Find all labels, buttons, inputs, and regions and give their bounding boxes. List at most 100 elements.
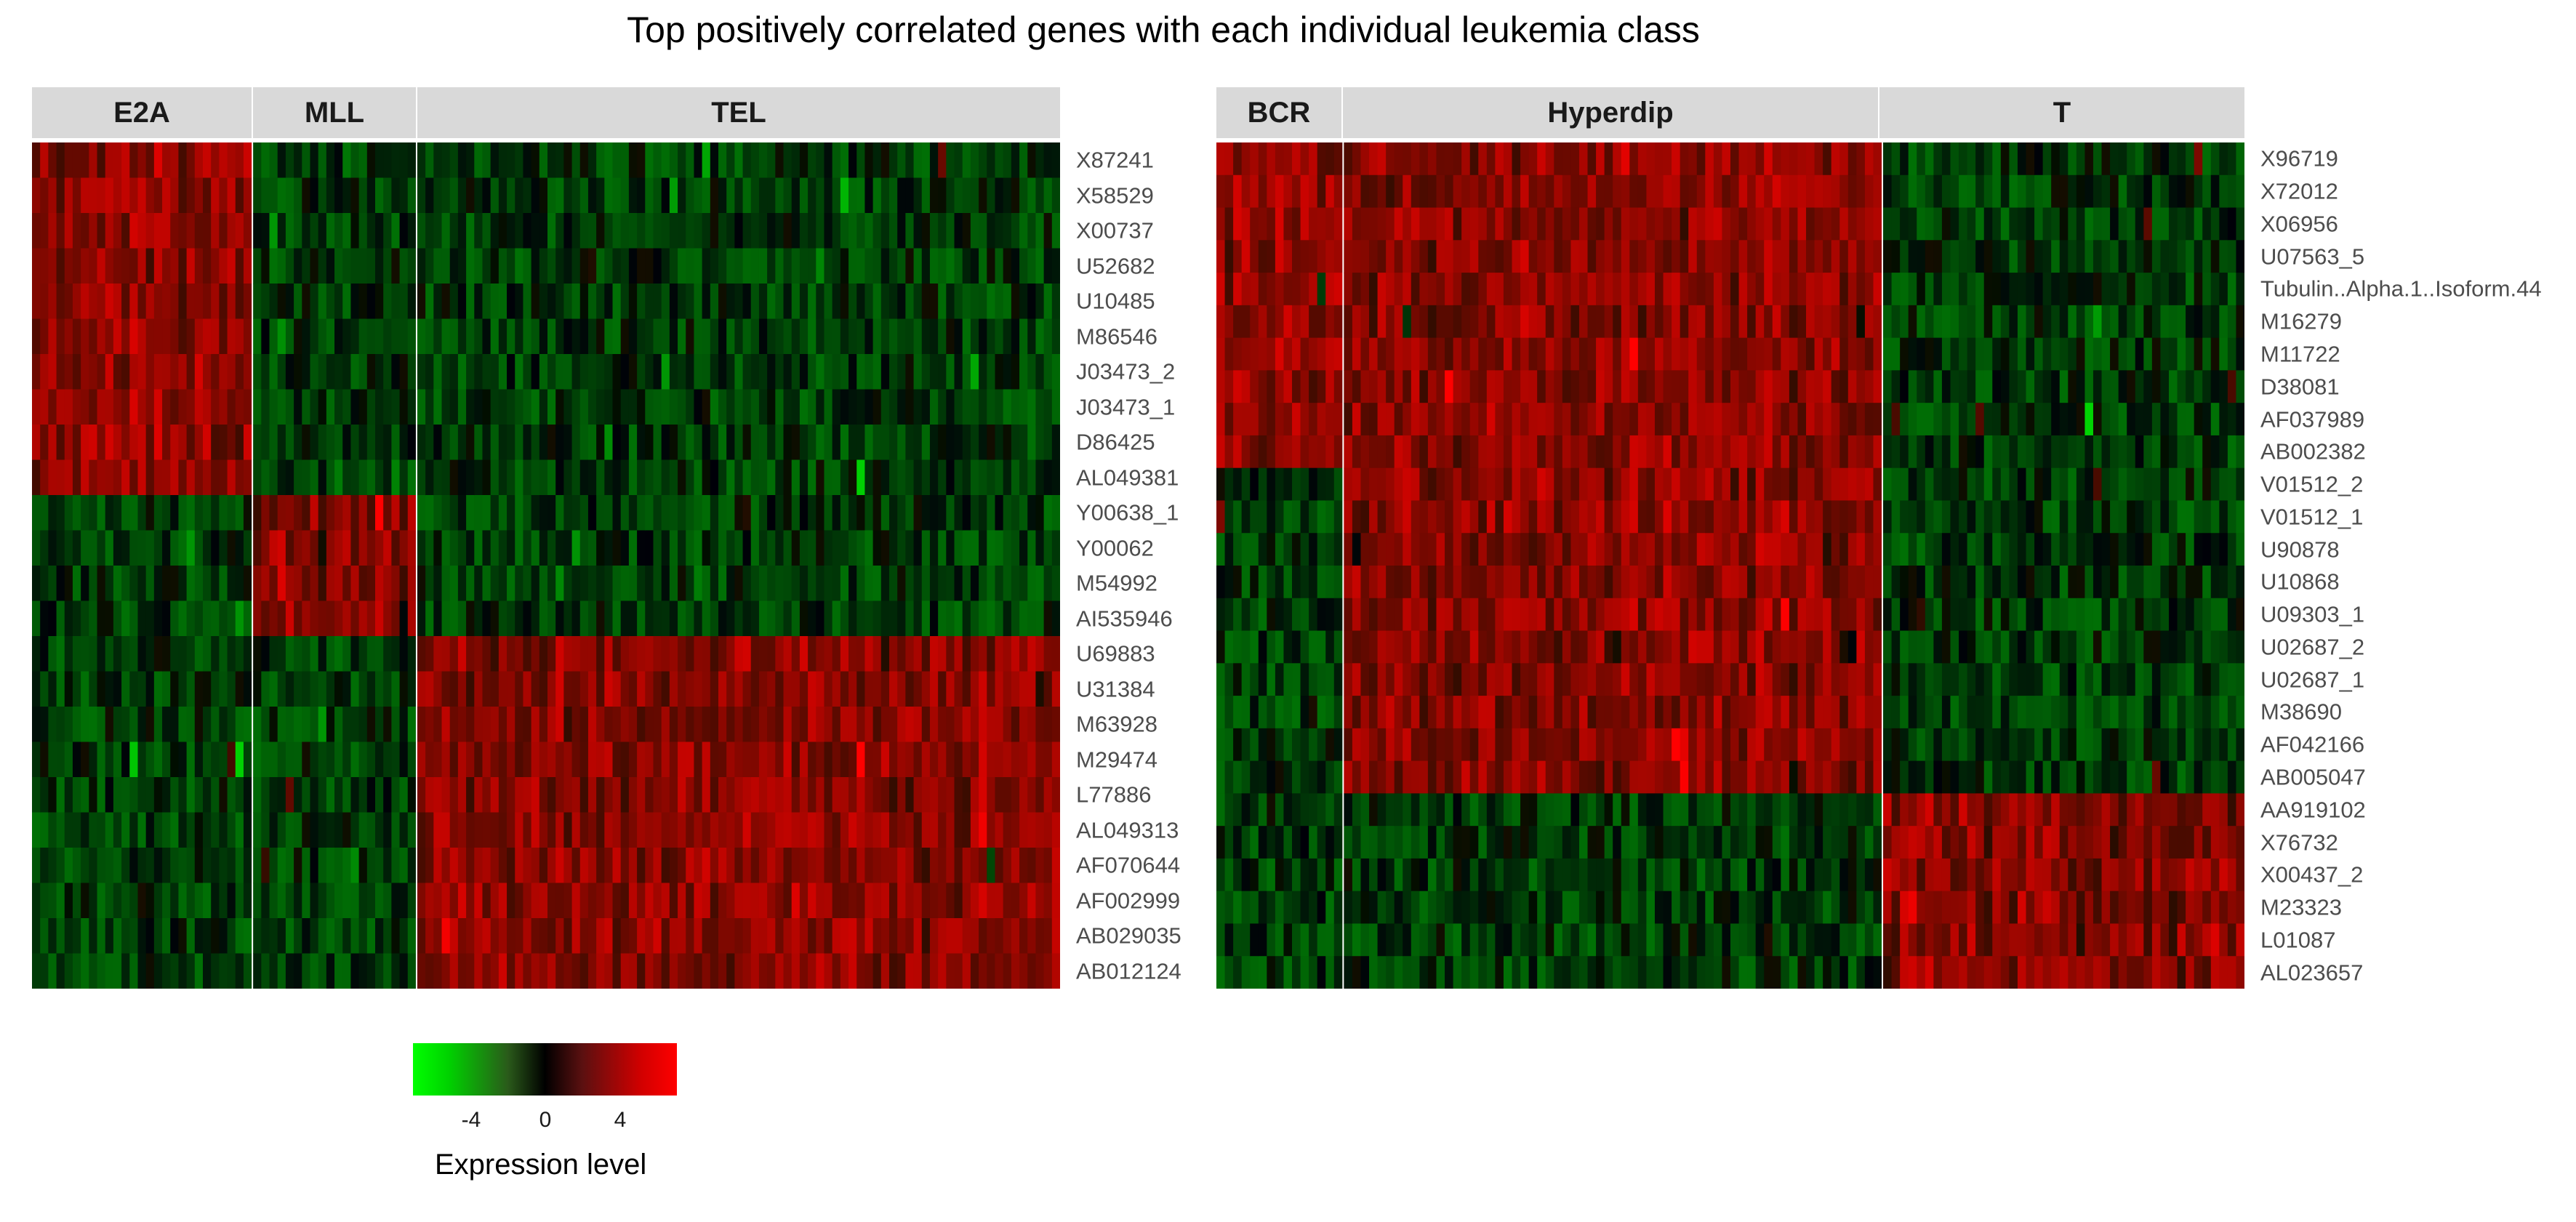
heatmap-cell (987, 600, 996, 637)
heatmap-cell (1486, 760, 1496, 794)
heatmap-cell (555, 883, 564, 919)
heatmap-cell (334, 600, 343, 637)
heatmap-cell (954, 495, 963, 531)
heatmap-cell (1027, 248, 1037, 284)
heatmap-cell (1520, 207, 1530, 241)
heatmap-cell (1781, 891, 1790, 925)
heatmap-cell (64, 636, 73, 672)
heatmap-cell (1629, 858, 1639, 892)
heatmap-cell (121, 918, 130, 954)
heatmap-cell (979, 389, 987, 425)
heatmap-cell (791, 213, 801, 249)
heatmap-cell (1613, 598, 1622, 632)
heatmap-cell (987, 389, 996, 425)
heatmap-cell (1469, 273, 1479, 306)
heatmap-cell (905, 177, 915, 214)
heatmap-cell (1461, 273, 1471, 306)
heatmap-cell (1705, 566, 1714, 599)
heatmap-cell (856, 566, 866, 602)
heatmap-cell (1806, 207, 1815, 241)
heatmap-cell (1035, 812, 1045, 848)
heatmap-cell (571, 530, 581, 566)
heatmap-cell (466, 600, 475, 637)
heatmap-cell (645, 566, 654, 602)
heatmap-cell (186, 812, 196, 848)
heatmap-cell (515, 284, 524, 320)
heatmap-cell (1814, 207, 1823, 241)
heatmap-cell (995, 741, 1004, 778)
heatmap-cell (1233, 435, 1243, 469)
heatmap-cell (596, 741, 605, 778)
heatmap-cell (194, 284, 204, 320)
heatmap-cell (531, 142, 540, 179)
heatmap-cell (1814, 240, 1823, 273)
heatmap-cell (587, 495, 597, 531)
heatmap-cell (1216, 435, 1226, 469)
heatmap-cell (498, 495, 507, 531)
heatmap-cell (227, 177, 236, 214)
heatmap-cell (243, 636, 252, 672)
heatmap-cell (1722, 207, 1731, 241)
heatmap-cell (832, 354, 841, 390)
heatmap-cell (612, 530, 622, 566)
heatmap-cell (1596, 500, 1605, 534)
heatmap-cell (56, 812, 65, 848)
heatmap-cell (342, 883, 352, 919)
heatmap-cell (579, 741, 589, 778)
heatmap-cell (145, 248, 155, 284)
heatmap-cell (734, 284, 744, 320)
heatmap-cell (433, 354, 443, 390)
heatmap-cell (129, 812, 139, 848)
heatmap-cell (1781, 467, 1790, 502)
heatmap-cell (1403, 435, 1412, 469)
heatmap-cell (726, 389, 735, 425)
heatmap-cell (219, 248, 228, 284)
heatmap-cell (1453, 826, 1462, 859)
heatmap-cell (1596, 566, 1605, 599)
heatmap-cell (1003, 530, 1012, 566)
heatmap-cell (1755, 533, 1765, 566)
heatmap-cell (1360, 663, 1370, 696)
heatmap-cell (1646, 923, 1656, 957)
heatmap-cell (32, 953, 41, 989)
heatmap-cell (750, 777, 760, 813)
heatmap-cell (750, 248, 760, 284)
heatmap-cell (1705, 142, 1714, 176)
heatmap-cell (1688, 142, 1698, 176)
heatmap-cell (1672, 760, 1681, 794)
heatmap-cell (1814, 696, 1823, 729)
heatmap-cell (832, 459, 841, 496)
heatmap-cell (97, 389, 106, 425)
heatmap-cell (587, 883, 597, 919)
heatmap-cell (767, 848, 776, 884)
heatmap-cell (1300, 956, 1309, 989)
heatmap-cell (375, 777, 384, 813)
heatmap-cell (1003, 600, 1012, 637)
heatmap-cell (539, 495, 548, 531)
heatmap-cell (628, 177, 638, 214)
heatmap-cell (710, 248, 719, 284)
heatmap-cell (32, 213, 41, 249)
heatmap-cell (1663, 760, 1672, 794)
heatmap-cell (1730, 923, 1740, 957)
heatmap-cell (1344, 467, 1353, 502)
heatmap-cell (1629, 337, 1639, 371)
heatmap-cell (1003, 741, 1012, 778)
heatmap-cell (905, 213, 915, 249)
heatmap-cell (880, 777, 890, 813)
heatmap-cell (1814, 337, 1823, 371)
heatmap-cell (832, 142, 841, 179)
heatmap-cell (848, 142, 857, 179)
heatmap-cell (1317, 728, 1326, 762)
heatmap-cell (269, 389, 278, 425)
heatmap-cell (742, 459, 752, 496)
heatmap-cell (661, 918, 670, 954)
heatmap-cell (1394, 273, 1403, 306)
heatmap-cell (1520, 305, 1530, 339)
heatmap-cell (1309, 435, 1318, 469)
heatmap-cell (1587, 728, 1597, 762)
heatmap-cell (178, 848, 188, 884)
heatmap-cell (1035, 600, 1045, 637)
heatmap-cell (1258, 923, 1267, 957)
heatmap-cell (1713, 630, 1723, 664)
